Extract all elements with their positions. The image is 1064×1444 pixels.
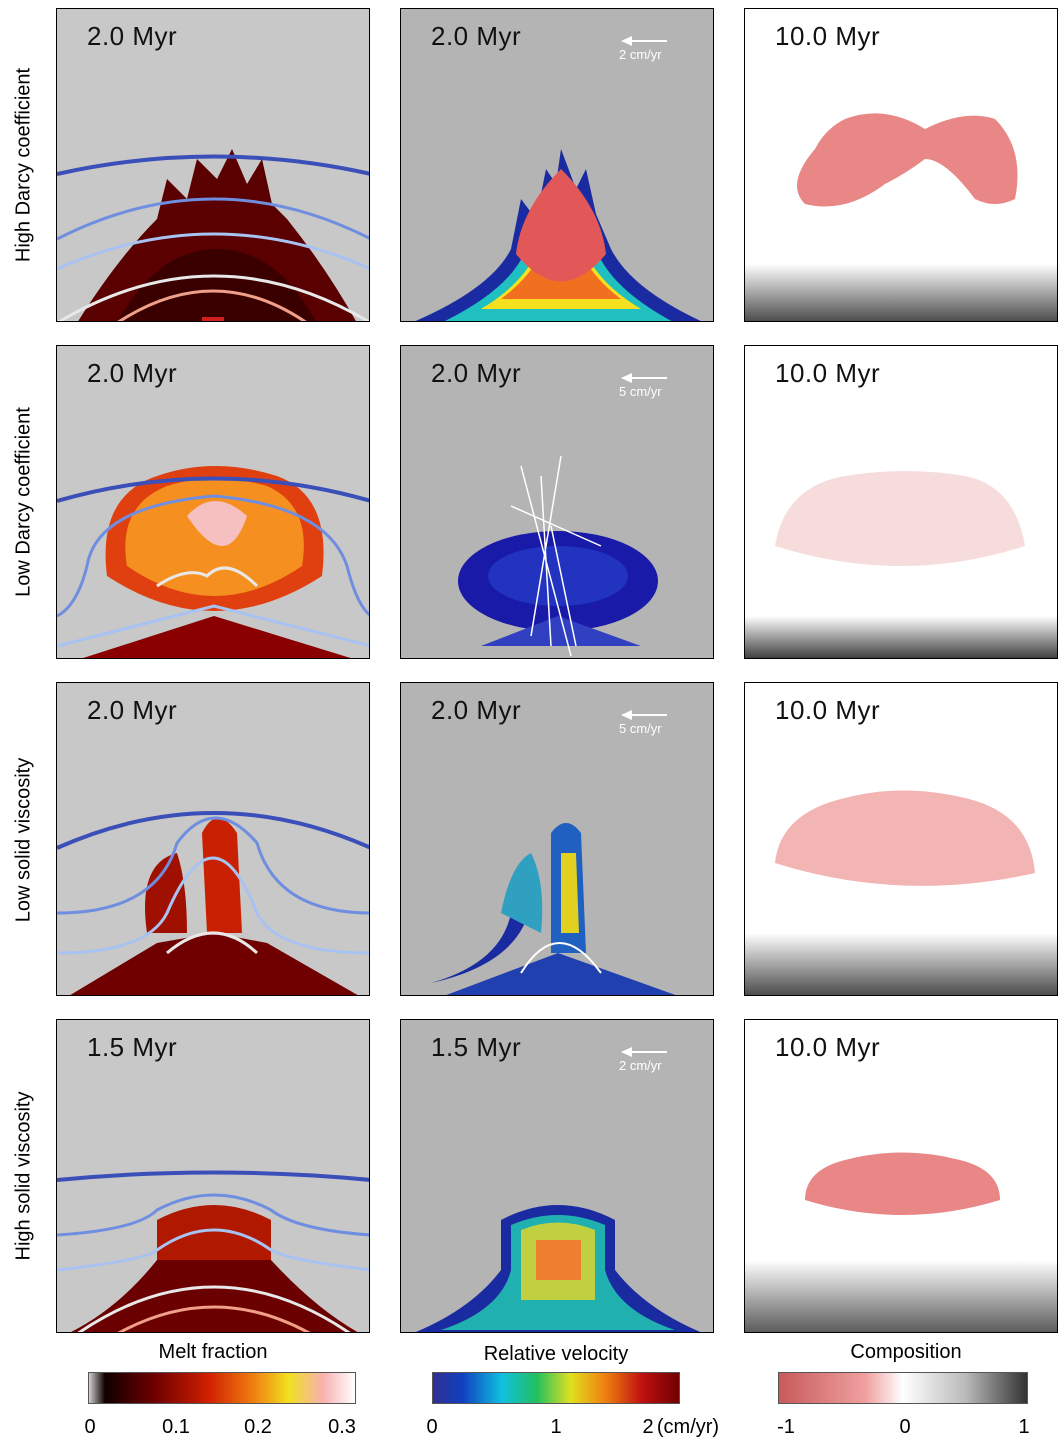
melt-time-label: 2.0 Myr bbox=[87, 695, 178, 725]
velocity-panel-low-darcy: 2.0 Myr 5 cm/yr bbox=[400, 345, 714, 659]
velocity-scale-label: 2 cm/yr bbox=[619, 1058, 662, 1073]
melt-time-label: 2.0 Myr bbox=[87, 21, 178, 51]
velocity-time-label: 2.0 Myr bbox=[431, 21, 522, 51]
melt-panel-low-viscosity: 2.0 Myr bbox=[56, 682, 370, 996]
velocity-panel-high-viscosity: 1.5 Myr 2 cm/yr bbox=[400, 1019, 714, 1333]
velocity-tick: 0 bbox=[426, 1416, 438, 1438]
arrow-left-icon bbox=[621, 373, 632, 383]
melt-panel-high-darcy: 2.0 Myr bbox=[56, 8, 370, 322]
melt-tick: 0 bbox=[84, 1416, 96, 1438]
melt-panel-high-viscosity: 1.5 Myr bbox=[56, 1019, 370, 1333]
arrow-left-icon bbox=[621, 710, 632, 720]
composition-panel-high-darcy: 10.0 Myr bbox=[744, 8, 1058, 322]
velocity-scale-arrow: 2 cm/yr bbox=[619, 1047, 689, 1074]
composition-tick: 0 bbox=[899, 1416, 911, 1438]
velocity-time-label: 1.5 Myr bbox=[431, 1032, 522, 1062]
composition-time-label: 10.0 Myr bbox=[775, 695, 881, 725]
velocity-time-label: 2.0 Myr bbox=[431, 358, 522, 388]
velocity-scale-arrow: 5 cm/yr bbox=[619, 710, 689, 737]
velocity-panel-high-darcy: 2.0 Myr 2 cm/yr bbox=[400, 8, 714, 322]
melt-tick: 0.3 bbox=[328, 1416, 356, 1438]
velocity-scale-label: 5 cm/yr bbox=[619, 721, 662, 736]
velocity-time-label: 2.0 Myr bbox=[431, 695, 522, 725]
composition-tick: -1 bbox=[777, 1416, 795, 1438]
row-label-low-darcy: Low Darcy coefficient bbox=[12, 407, 35, 597]
velocity-unit: (cm/yr) bbox=[656, 1416, 720, 1438]
composition-time-label: 10.0 Myr bbox=[775, 21, 881, 51]
velocity-tick: 1 bbox=[550, 1416, 562, 1438]
velocity-tick: 2 bbox=[642, 1416, 654, 1438]
melt-time-label: 1.5 Myr bbox=[87, 1032, 178, 1062]
composition-panel-low-viscosity: 10.0 Myr bbox=[744, 682, 1058, 996]
composition-time-label: 10.0 Myr bbox=[775, 358, 881, 388]
velocity-scale-label: 5 cm/yr bbox=[619, 384, 662, 399]
composition-time-label: 10.0 Myr bbox=[775, 1032, 881, 1062]
velocity-scale-label: 2 cm/yr bbox=[619, 47, 662, 62]
composition-tick: 1 bbox=[1018, 1416, 1030, 1438]
composition-colorbar-title: Composition bbox=[850, 1341, 962, 1363]
velocity-panel-low-viscosity: 2.0 Myr 5 cm/yr bbox=[400, 682, 714, 996]
melt-colorbar bbox=[88, 1372, 356, 1404]
composition-panel-high-viscosity: 10.0 Myr bbox=[744, 1019, 1058, 1333]
melt-tick: 0.2 bbox=[244, 1416, 272, 1438]
velocity-scale-arrow: 2 cm/yr bbox=[619, 36, 689, 63]
melt-time-label: 2.0 Myr bbox=[87, 358, 178, 388]
melt-panel-low-darcy: 2.0 Myr bbox=[56, 345, 370, 659]
velocity-colorbar bbox=[432, 1372, 680, 1404]
melt-tick: 0.1 bbox=[162, 1416, 190, 1438]
row-label-high-darcy: High Darcy coefficient bbox=[12, 67, 35, 263]
arrow-left-icon bbox=[621, 1047, 632, 1057]
melt-colorbar-title: Melt fraction bbox=[158, 1341, 268, 1363]
row-label-high-viscosity: High solid viscosity bbox=[12, 1091, 35, 1261]
velocity-colorbar-title: Relative velocity bbox=[483, 1343, 629, 1365]
composition-panel-low-darcy: 10.0 Myr bbox=[744, 345, 1058, 659]
composition-colorbar bbox=[778, 1372, 1028, 1404]
velocity-scale-arrow: 5 cm/yr bbox=[619, 373, 689, 400]
arrow-left-icon bbox=[621, 36, 632, 46]
row-label-low-viscosity: Low solid viscosity bbox=[12, 757, 35, 923]
